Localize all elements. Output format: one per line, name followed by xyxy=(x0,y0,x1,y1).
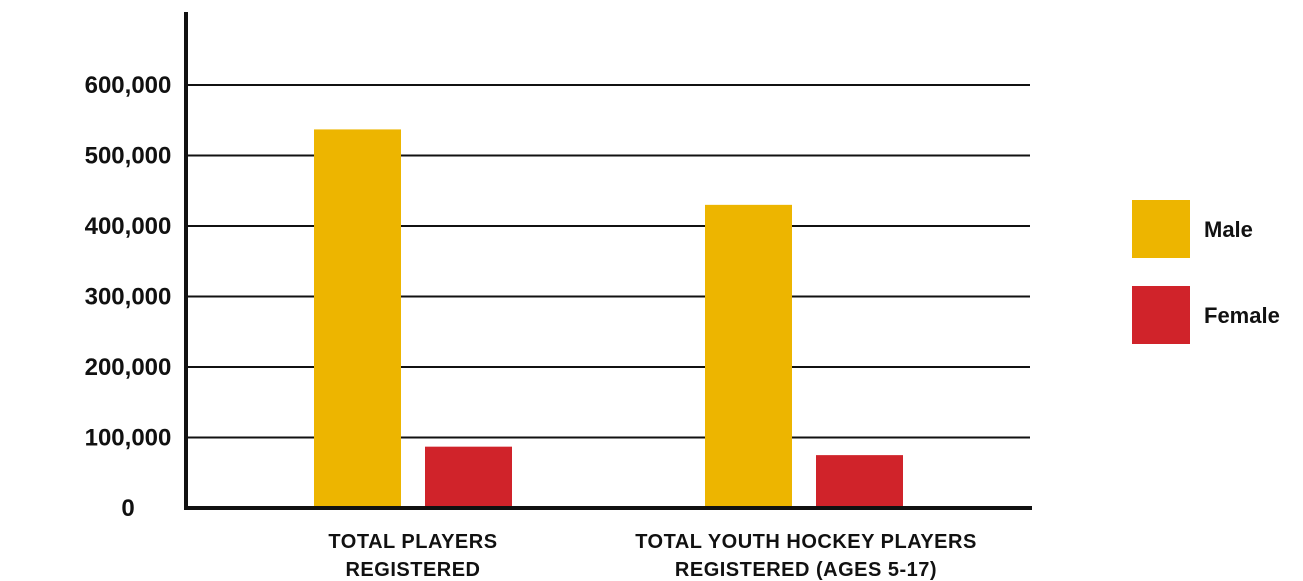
legend-label-female: Female xyxy=(1204,303,1280,328)
y-tick-label: 600,000 xyxy=(85,72,172,99)
bars xyxy=(314,129,903,509)
x-category-labels: TOTAL PLAYERS REGISTERED TOTAL YOUTH HOCKE… xyxy=(328,531,976,581)
bar-female xyxy=(425,446,512,508)
y-tick-label: 0 xyxy=(121,495,134,522)
x-category-label: REGISTERED (AGES 5-17) xyxy=(675,559,937,581)
y-tick-label: 400,000 xyxy=(85,213,172,240)
x-category-label: TOTAL PLAYERS xyxy=(328,531,497,553)
legend-swatch-male xyxy=(1132,200,1190,258)
y-tick-label: 200,000 xyxy=(85,354,172,381)
y-tick-label: 100,000 xyxy=(85,425,172,452)
y-tick-label: 500,000 xyxy=(85,143,172,170)
legend-swatch-female xyxy=(1132,286,1190,344)
bar-female xyxy=(816,455,903,508)
legend: Male Female xyxy=(1132,200,1280,344)
x-category-label: REGISTERED xyxy=(345,559,480,581)
y-tick-labels: 0 100,000 200,000 300,000 400,000 500,000 600,… xyxy=(85,72,172,522)
gridlines xyxy=(186,84,1030,439)
y-tick-label: 300,000 xyxy=(85,284,172,311)
x-category-label: TOTAL YOUTH HOCKEY PLAYERS xyxy=(635,531,977,553)
axes xyxy=(184,12,1032,510)
bar-male xyxy=(314,129,401,509)
bar-male xyxy=(705,204,792,508)
legend-label-male: Male xyxy=(1204,217,1253,242)
